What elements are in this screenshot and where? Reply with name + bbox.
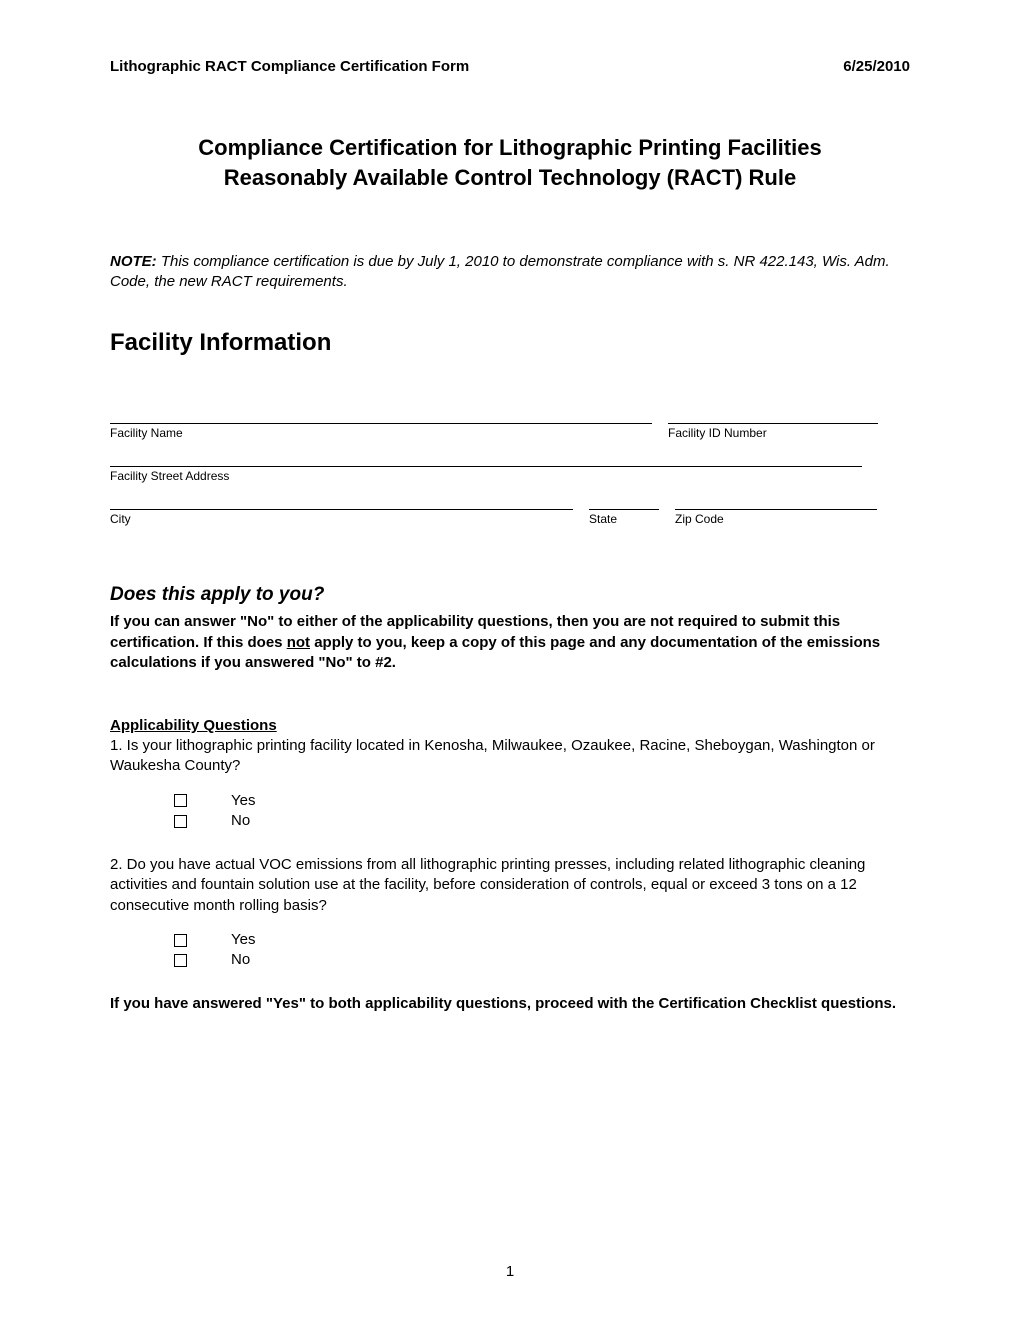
facility-name-field[interactable]: Facility Name <box>110 423 652 440</box>
apply-heading: Does this apply to you? <box>110 584 910 606</box>
zip-field[interactable]: Zip Code <box>675 509 877 526</box>
zip-label: Zip Code <box>675 512 724 526</box>
checkbox-icon[interactable] <box>174 815 187 828</box>
q2-no-row[interactable]: No <box>174 950 910 970</box>
q1-no-row[interactable]: No <box>174 811 910 831</box>
checkbox-icon[interactable] <box>174 794 187 807</box>
q1-yes-row[interactable]: Yes <box>174 791 910 811</box>
q1-options: Yes No <box>174 791 910 832</box>
page: Lithographic RACT Compliance Certificati… <box>0 0 1020 1320</box>
title-line-2: Reasonably Available Control Technology … <box>110 163 910 193</box>
facility-address-field[interactable]: Facility Street Address <box>110 466 862 483</box>
apply-outro: If you have answered "Yes" to both appli… <box>110 994 910 1014</box>
checkbox-icon[interactable] <box>174 934 187 947</box>
header-right: 6/25/2010 <box>843 58 910 75</box>
q2-no-label: No <box>231 950 250 970</box>
page-number: 1 <box>0 1263 1020 1280</box>
question-2: 2. Do you have actual VOC emissions from… <box>110 855 910 916</box>
apply-intro: If you can answer "No" to either of the … <box>110 612 910 673</box>
q1-no-label: No <box>231 811 250 831</box>
applicability-questions-heading: Applicability Questions <box>110 717 910 734</box>
city-label: City <box>110 512 131 526</box>
q1-yes-label: Yes <box>231 791 255 811</box>
document-title: Compliance Certification for Lithographi… <box>110 133 910 192</box>
page-header: Lithographic RACT Compliance Certificati… <box>110 58 910 75</box>
q2-yes-label: Yes <box>231 930 255 950</box>
apply-intro-not: not <box>287 634 310 651</box>
header-left: Lithographic RACT Compliance Certificati… <box>110 58 469 75</box>
note-paragraph: NOTE: This compliance certification is d… <box>110 252 910 291</box>
q2-yes-row[interactable]: Yes <box>174 930 910 950</box>
checkbox-icon[interactable] <box>174 954 187 967</box>
city-field[interactable]: City <box>110 509 573 526</box>
facility-id-field[interactable]: Facility ID Number <box>668 423 878 440</box>
facility-id-label: Facility ID Number <box>668 426 767 440</box>
question-1: 1. Is your lithographic printing facilit… <box>110 736 910 777</box>
note-text: This compliance certification is due by … <box>110 253 890 290</box>
facility-info-heading: Facility Information <box>110 329 910 357</box>
field-row-2: Facility Street Address <box>110 466 910 483</box>
state-field[interactable]: State <box>589 509 659 526</box>
facility-address-label: Facility Street Address <box>110 469 229 483</box>
state-label: State <box>589 512 617 526</box>
facility-name-label: Facility Name <box>110 426 183 440</box>
field-row-3: City State Zip Code <box>110 509 910 526</box>
q2-options: Yes No <box>174 930 910 971</box>
note-label: NOTE: <box>110 253 157 270</box>
field-row-1: Facility Name Facility ID Number <box>110 423 910 440</box>
title-line-1: Compliance Certification for Lithographi… <box>110 133 910 163</box>
